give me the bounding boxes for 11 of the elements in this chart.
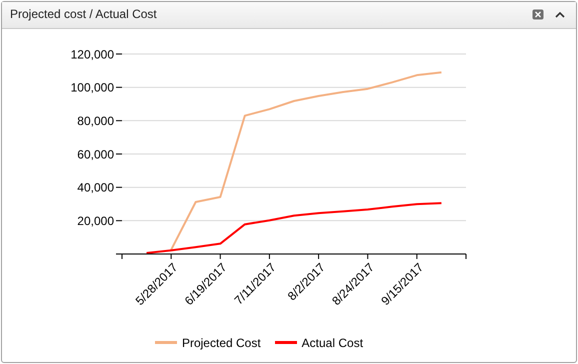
y-tick-label: 20,000 <box>77 214 114 228</box>
line-series <box>146 202 442 254</box>
y-tick-label: 80,000 <box>77 114 114 128</box>
y-tick-label: 40,000 <box>77 180 114 195</box>
line-series <box>170 71 442 251</box>
y-tick-label: 100,000 <box>70 80 114 95</box>
chart-title: Projected cost / Actual Cost <box>10 7 157 21</box>
y-tick-label: 120,000 <box>70 47 114 62</box>
legend-label: Projected Cost <box>182 336 261 350</box>
y-tick-label: 60,000 <box>77 147 114 162</box>
legend-label: Actual Cost <box>302 336 364 350</box>
